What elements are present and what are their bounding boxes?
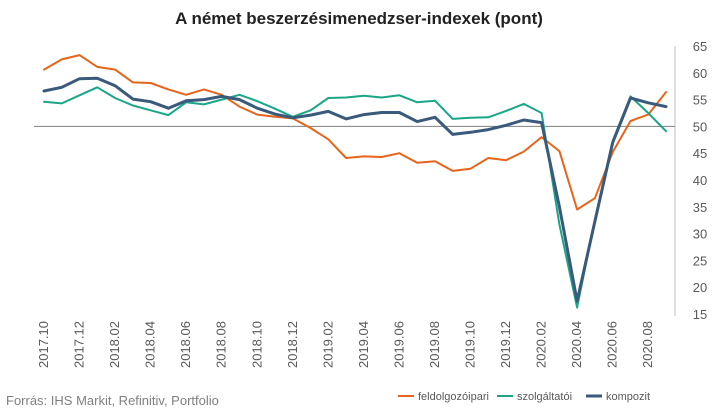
x-tick-label: 2019.08 [427,321,442,368]
x-tick-label: 2018.04 [143,321,158,368]
y-axis-ticks: 15 20 25 30 35 40 45 50 55 60 65 [693,39,707,322]
y-tick-label: 25 [693,253,707,268]
x-tick-label: 2020.04 [569,321,584,368]
x-tick-label: 2018.12 [285,321,300,368]
x-tick-label: 2018.08 [214,321,229,368]
x-axis-ticks: 2017.10 2017.12 2018.02 2018.04 2018.06 2018.… [36,321,655,368]
x-tick-label: 2020.06 [605,321,620,368]
x-tick-label: 2018.10 [249,321,264,368]
chart-title: A német beszerzésimenedzser-indexek (pon… [175,9,543,28]
y-tick-label: 60 [693,66,707,81]
y-tick-label: 45 [693,146,707,161]
x-tick-label: 2020.08 [640,321,655,368]
x-tick-label: 2019.12 [498,321,513,368]
legend-label: szolgáltatói [517,391,572,403]
x-tick-label: 2017.12 [72,321,87,368]
series-line-kompozit [42,76,668,303]
legend-label: kompozit [606,391,650,403]
legend-label: feldolgozóipari [418,391,489,403]
x-tick-label: 2020.02 [534,321,549,368]
x-tick-label: 2019.02 [320,321,335,368]
series-line-feldolgozóipari [43,54,667,211]
x-tick-label: 2017.10 [36,321,51,368]
x-tick-label: 2019.06 [391,321,406,368]
x-tick-label: 2018.06 [178,321,193,368]
source-note: Forrás: IHS Markit, Refinitiv, Portfolio [6,393,219,408]
y-tick-label: 40 [693,173,707,188]
x-tick-label: 2019.04 [356,321,371,368]
legend: feldolgozóipari szolgáltatói kompozit [398,391,650,403]
y-tick-label: 20 [693,280,707,295]
x-tick-label: 2018.02 [107,321,122,368]
y-tick-label: 50 [693,119,707,134]
y-tick-label: 35 [693,200,707,215]
y-tick-label: 55 [693,93,707,108]
y-tick-label: 30 [693,227,707,242]
series-line-szolgáltatói [43,86,667,309]
y-tick-label: 15 [693,307,707,322]
series-lines [42,54,668,309]
y-tick-label: 65 [693,39,707,54]
x-tick-label: 2019.10 [463,321,478,368]
